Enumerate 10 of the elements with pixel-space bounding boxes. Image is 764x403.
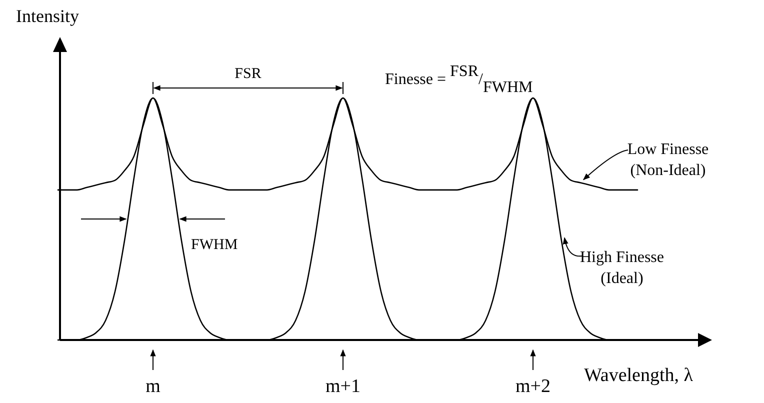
y-axis-title: Intensity [16, 6, 79, 26]
text: Finesse = FSR/FWHM [385, 63, 533, 96]
text: FSR [234, 66, 262, 82]
x-axis-title: Wavelength, λ [584, 365, 694, 386]
x-tick-label: m+1 [326, 376, 360, 397]
series-label: High Finesse (Ideal) [580, 249, 664, 287]
annotation: FWHM [191, 237, 238, 253]
x-tick-label: m [146, 376, 161, 397]
x-tick-label: m+2 [516, 376, 550, 397]
legend-label: Low Finesse (Non-Ideal) [627, 141, 709, 179]
